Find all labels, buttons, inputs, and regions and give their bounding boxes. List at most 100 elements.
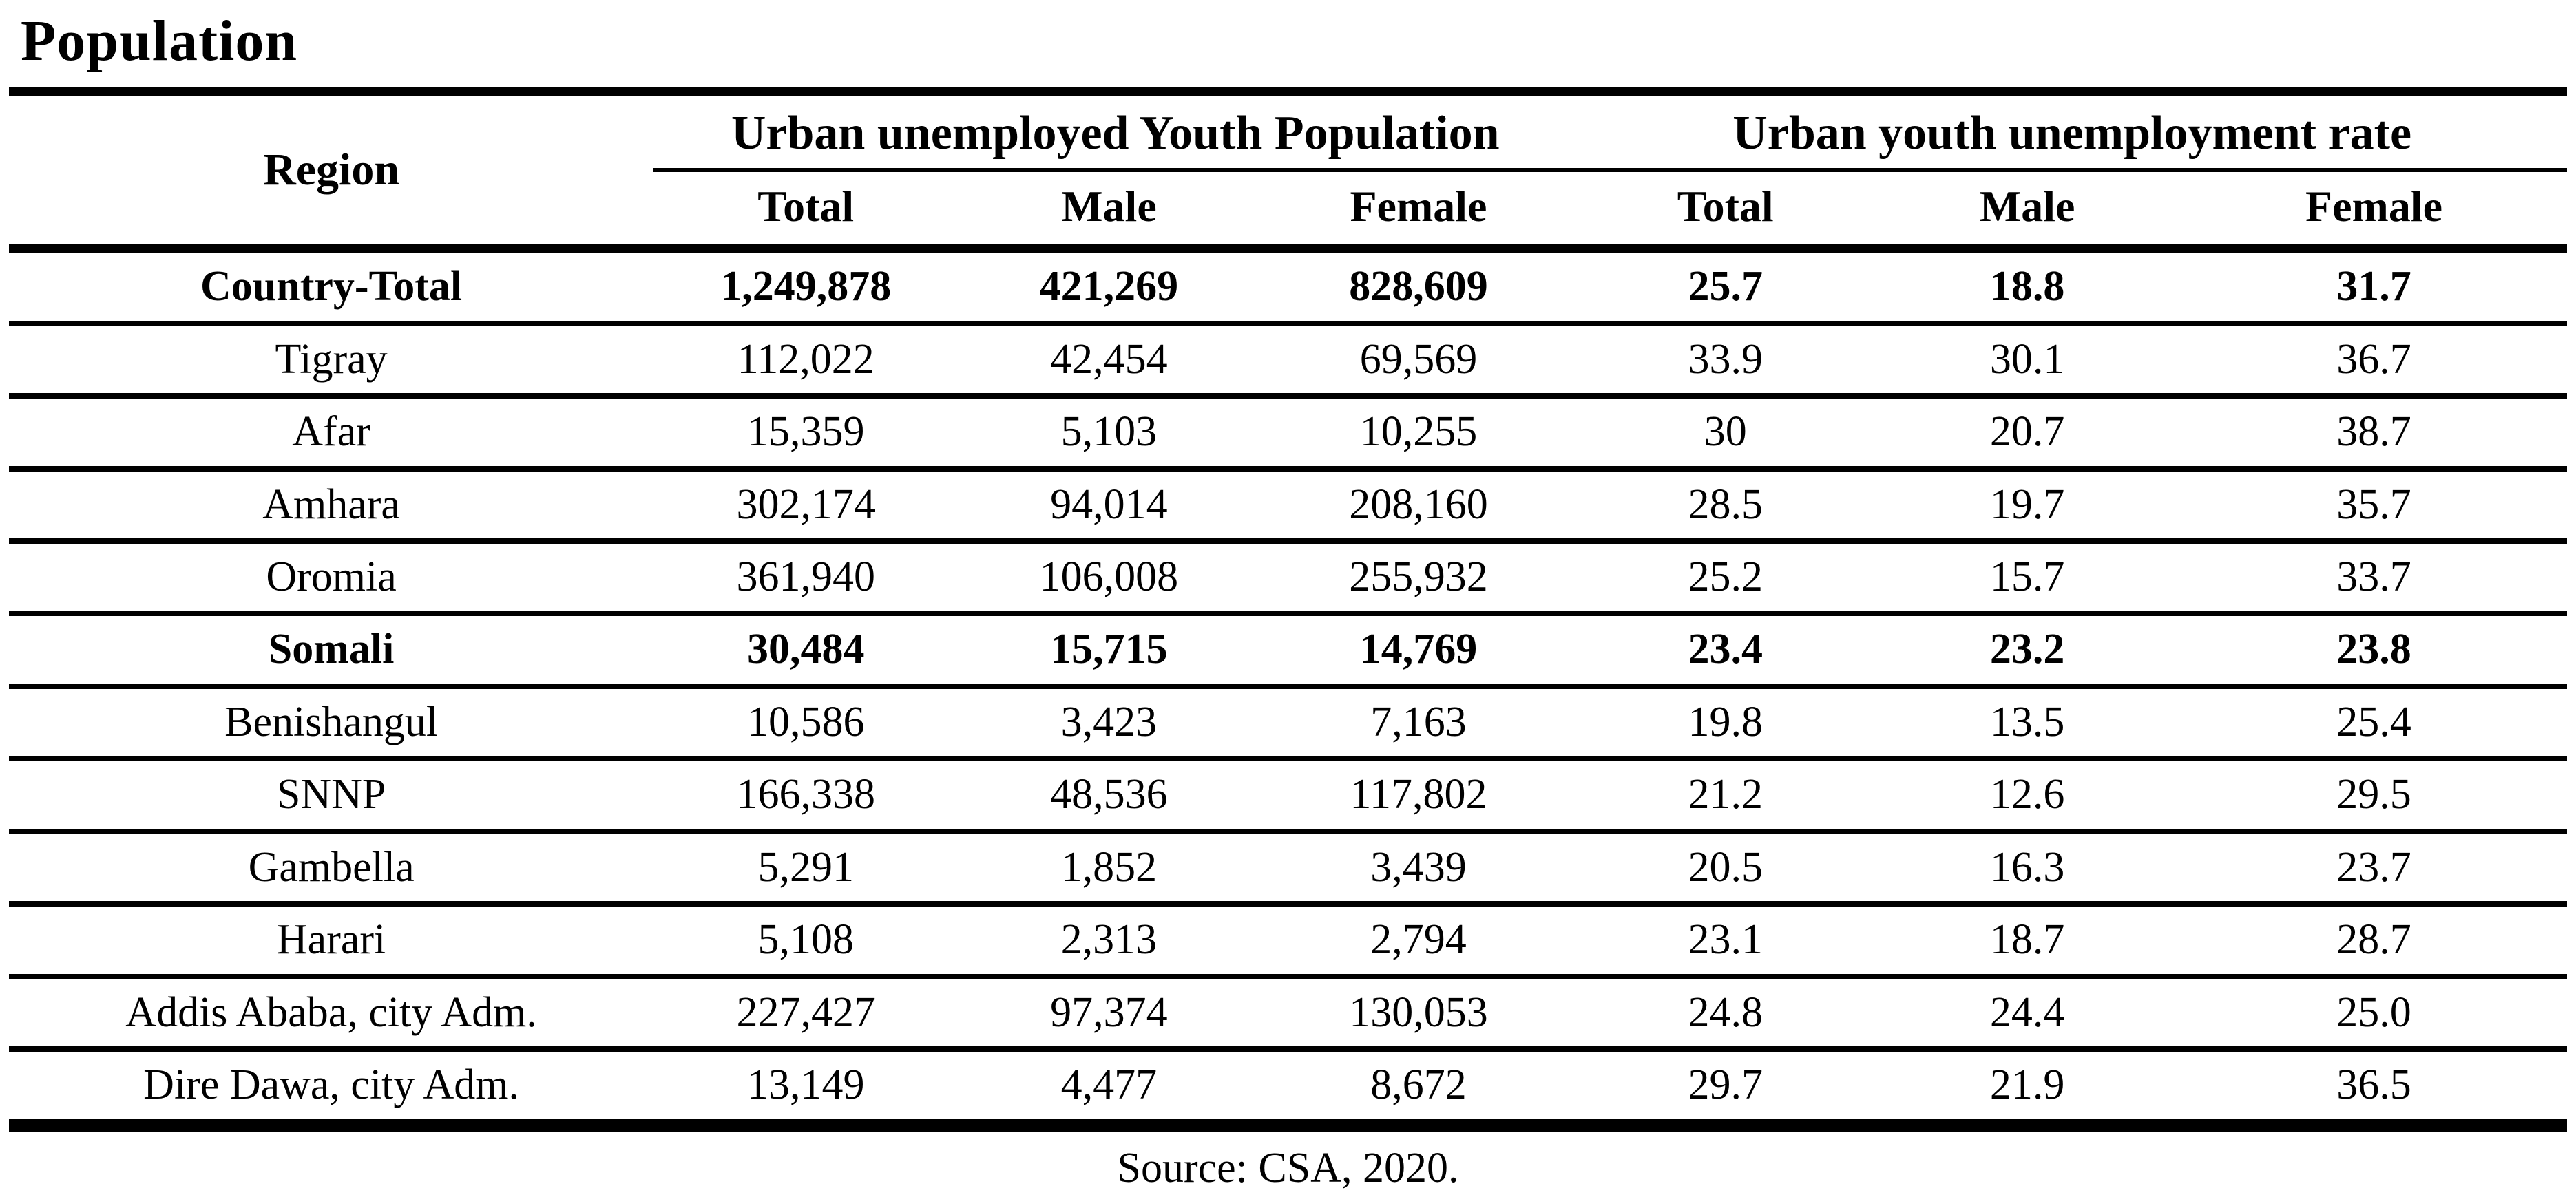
value-cell-rate-female: 38.7	[2181, 396, 2567, 472]
value-cell-population-female: 208,160	[1259, 468, 1578, 544]
value-cell-population-total: 13,149	[653, 1049, 959, 1128]
group-header-unemployed-population: Urban unemployed Youth Population	[653, 91, 1578, 172]
value-cell-population-total: 1,249,878	[653, 248, 959, 326]
value-cell-population-male: 106,008	[958, 541, 1260, 617]
region-cell: Dire Dawa, city Adm.	[9, 1049, 654, 1128]
value-cell-rate-female: 23.7	[2181, 831, 2567, 907]
region-cell: Harari	[9, 904, 654, 979]
table-row: Dire Dawa, city Adm. 13,149 4,477 8,672 …	[9, 1049, 2567, 1128]
value-cell-rate-female: 25.4	[2181, 686, 2567, 762]
table-row: Afar 15,359 5,103 10,255 30 20.7 38.7	[9, 396, 2567, 472]
value-cell-population-total: 227,427	[653, 976, 959, 1052]
value-cell-rate-total: 29.7	[1577, 1049, 1874, 1128]
value-cell-population-total: 10,586	[653, 686, 959, 762]
value-cell-population-male: 97,374	[958, 976, 1260, 1052]
value-cell-rate-female: 35.7	[2181, 468, 2567, 544]
table-row: Benishangul 10,586 3,423 7,163 19.8 13.5…	[9, 686, 2567, 762]
value-cell-rate-male: 30.1	[1874, 323, 2181, 399]
value-cell-rate-total: 30	[1577, 396, 1874, 472]
value-cell-population-female: 255,932	[1259, 541, 1578, 617]
value-cell-population-male: 48,536	[958, 759, 1260, 834]
value-cell-rate-male: 19.7	[1874, 468, 2181, 544]
value-cell-rate-total: 24.8	[1577, 976, 1874, 1052]
group-header-unemployment-rate: Urban youth unemployment rate	[1577, 91, 2567, 172]
value-cell-population-male: 3,423	[958, 686, 1260, 762]
region-cell: Benishangul	[9, 686, 654, 762]
table-body: Country-Total 1,249,878 421,269 828,609 …	[9, 248, 2567, 1128]
value-cell-rate-male: 12.6	[1874, 759, 2181, 834]
value-cell-rate-male: 24.4	[1874, 976, 2181, 1052]
value-cell-rate-total: 33.9	[1577, 323, 1874, 399]
value-cell-rate-male: 23.2	[1874, 613, 2181, 689]
value-cell-population-female: 2,794	[1259, 904, 1578, 979]
value-cell-rate-total: 21.2	[1577, 759, 1874, 834]
value-cell-population-male: 42,454	[958, 323, 1260, 399]
value-cell-population-male: 1,852	[958, 831, 1260, 907]
sub-header-row: Total Male Female Total Male Female	[9, 169, 2567, 254]
value-cell-rate-female: 29.5	[2181, 759, 2567, 834]
value-cell-population-total: 361,940	[653, 541, 959, 617]
value-cell-population-total: 5,291	[653, 831, 959, 907]
value-cell-population-total: 15,359	[653, 396, 959, 472]
column-header-population-male: Male	[958, 169, 1260, 254]
value-cell-population-total: 112,022	[653, 323, 959, 399]
region-cell: Addis Ababa, city Adm.	[9, 976, 654, 1052]
value-cell-rate-male: 16.3	[1874, 831, 2181, 907]
column-header-region: Region	[9, 91, 654, 254]
value-cell-rate-total: 25.7	[1577, 248, 1874, 326]
value-cell-rate-male: 21.9	[1874, 1049, 2181, 1128]
table-row: Amhara 302,174 94,014 208,160 28.5 19.7 …	[9, 468, 2567, 544]
value-cell-population-total: 302,174	[653, 468, 959, 544]
region-cell: Country-Total	[9, 248, 654, 326]
value-cell-population-female: 8,672	[1259, 1049, 1578, 1128]
value-cell-rate-female: 23.8	[2181, 613, 2567, 689]
value-cell-rate-male: 20.7	[1874, 396, 2181, 472]
source-note: Source: CSA, 2020.	[1117, 1144, 1459, 1191]
region-cell: SNNP	[9, 759, 654, 834]
value-cell-rate-total: 23.1	[1577, 904, 1874, 979]
table-row: Harari 5,108 2,313 2,794 23.1 18.7 28.7	[9, 904, 2567, 979]
value-cell-population-female: 14,769	[1259, 613, 1578, 689]
value-cell-rate-male: 18.7	[1874, 904, 2181, 979]
value-cell-population-male: 5,103	[958, 396, 1260, 472]
region-cell: Somali	[9, 613, 654, 689]
column-header-rate-female: Female	[2181, 169, 2567, 254]
group-header-row: Region Urban unemployed Youth Population…	[9, 91, 2567, 254]
population-table: Region Urban unemployed Youth Population…	[9, 87, 2567, 1132]
region-cell: Gambella	[9, 831, 654, 907]
value-cell-population-male: 15,715	[958, 613, 1260, 689]
value-cell-rate-male: 15.7	[1874, 541, 2181, 617]
value-cell-rate-male: 13.5	[1874, 686, 2181, 762]
value-cell-rate-total: 25.2	[1577, 541, 1874, 617]
column-header-population-female: Female	[1259, 169, 1578, 254]
value-cell-rate-total: 23.4	[1577, 613, 1874, 689]
region-cell: Afar	[9, 396, 654, 472]
value-cell-population-female: 130,053	[1259, 976, 1578, 1052]
value-cell-population-female: 69,569	[1259, 323, 1578, 399]
value-cell-population-total: 5,108	[653, 904, 959, 979]
value-cell-rate-total: 28.5	[1577, 468, 1874, 544]
value-cell-rate-female: 25.0	[2181, 976, 2567, 1052]
table-row: Gambella 5,291 1,852 3,439 20.5 16.3 23.…	[9, 831, 2567, 907]
value-cell-population-male: 94,014	[958, 468, 1260, 544]
value-cell-population-male: 421,269	[958, 248, 1260, 326]
value-cell-rate-female: 31.7	[2181, 248, 2567, 326]
value-cell-population-female: 828,609	[1259, 248, 1578, 326]
value-cell-population-total: 30,484	[653, 613, 959, 689]
table-row: Addis Ababa, city Adm. 227,427 97,374 13…	[9, 976, 2567, 1052]
value-cell-rate-female: 33.7	[2181, 541, 2567, 617]
region-cell: Amhara	[9, 468, 654, 544]
table-row: Somali 30,484 15,715 14,769 23.4 23.2 23…	[9, 613, 2567, 689]
column-header-population-total: Total	[653, 169, 959, 254]
value-cell-rate-total: 19.8	[1577, 686, 1874, 762]
table-row: SNNP 166,338 48,536 117,802 21.2 12.6 29…	[9, 759, 2567, 834]
region-cell: Oromia	[9, 541, 654, 617]
column-header-rate-male: Male	[1874, 169, 2181, 254]
table-row: Oromia 361,940 106,008 255,932 25.2 15.7…	[9, 541, 2567, 617]
value-cell-rate-female: 28.7	[2181, 904, 2567, 979]
value-cell-rate-male: 18.8	[1874, 248, 2181, 326]
value-cell-population-total: 166,338	[653, 759, 959, 834]
region-cell: Tigray	[9, 323, 654, 399]
value-cell-population-male: 2,313	[958, 904, 1260, 979]
